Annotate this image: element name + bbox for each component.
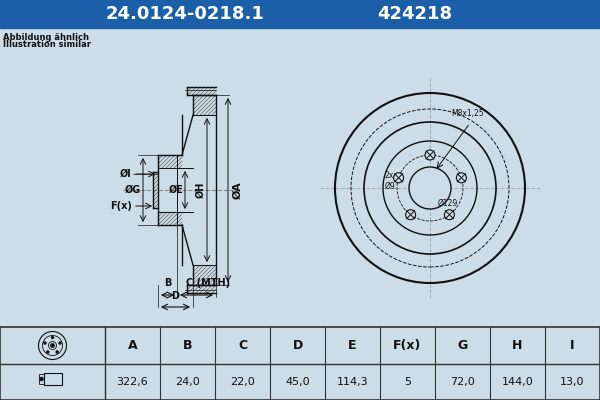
Text: G: G xyxy=(457,339,467,352)
Text: D: D xyxy=(172,291,179,301)
Text: 322,6: 322,6 xyxy=(116,377,148,387)
Bar xyxy=(38,374,44,384)
Circle shape xyxy=(394,173,404,183)
Text: 24.0124-0218.1: 24.0124-0218.1 xyxy=(106,5,265,23)
Text: B: B xyxy=(183,339,192,352)
Bar xyxy=(0,327,600,400)
Text: 13,0: 13,0 xyxy=(560,377,585,387)
Text: 144,0: 144,0 xyxy=(502,377,533,387)
Text: Illustration similar: Illustration similar xyxy=(3,40,91,49)
Text: ØG: ØG xyxy=(125,185,141,195)
Text: C: C xyxy=(238,339,247,352)
Text: C (MTH): C (MTH) xyxy=(187,278,230,288)
Text: 45,0: 45,0 xyxy=(285,377,310,387)
Text: 2x: 2x xyxy=(385,172,394,180)
Circle shape xyxy=(40,377,44,381)
Text: D: D xyxy=(292,339,302,352)
Circle shape xyxy=(50,344,55,348)
Text: 114,3: 114,3 xyxy=(337,377,368,387)
Text: A: A xyxy=(128,339,137,352)
Circle shape xyxy=(457,173,466,183)
Circle shape xyxy=(409,167,451,209)
Text: Ø129: Ø129 xyxy=(438,198,458,208)
Circle shape xyxy=(445,210,454,220)
Circle shape xyxy=(51,336,54,339)
Text: E: E xyxy=(348,339,357,352)
Text: ØA: ØA xyxy=(233,181,243,199)
Text: 424218: 424218 xyxy=(377,5,452,23)
Bar xyxy=(44,373,62,385)
Circle shape xyxy=(406,210,416,220)
Text: 24,0: 24,0 xyxy=(175,377,200,387)
Text: F(x): F(x) xyxy=(394,339,422,352)
Text: ØH: ØH xyxy=(196,182,206,198)
Circle shape xyxy=(59,342,62,344)
Text: F(x): F(x) xyxy=(110,201,132,211)
Text: B: B xyxy=(164,278,171,288)
Text: 5: 5 xyxy=(404,377,411,387)
Circle shape xyxy=(43,342,46,344)
Text: 22,0: 22,0 xyxy=(230,377,255,387)
Text: ØI: ØI xyxy=(120,169,132,179)
Text: Abbildung ähnlich: Abbildung ähnlich xyxy=(3,33,89,42)
Text: Ø9: Ø9 xyxy=(384,182,395,190)
Text: 72,0: 72,0 xyxy=(450,377,475,387)
Text: I: I xyxy=(570,339,575,352)
Text: ØE: ØE xyxy=(169,185,184,195)
Circle shape xyxy=(56,350,59,354)
Bar xyxy=(0,0,600,28)
Circle shape xyxy=(425,150,435,160)
Circle shape xyxy=(46,350,49,354)
Text: H: H xyxy=(512,339,523,352)
Text: M8x1,25: M8x1,25 xyxy=(452,109,484,118)
